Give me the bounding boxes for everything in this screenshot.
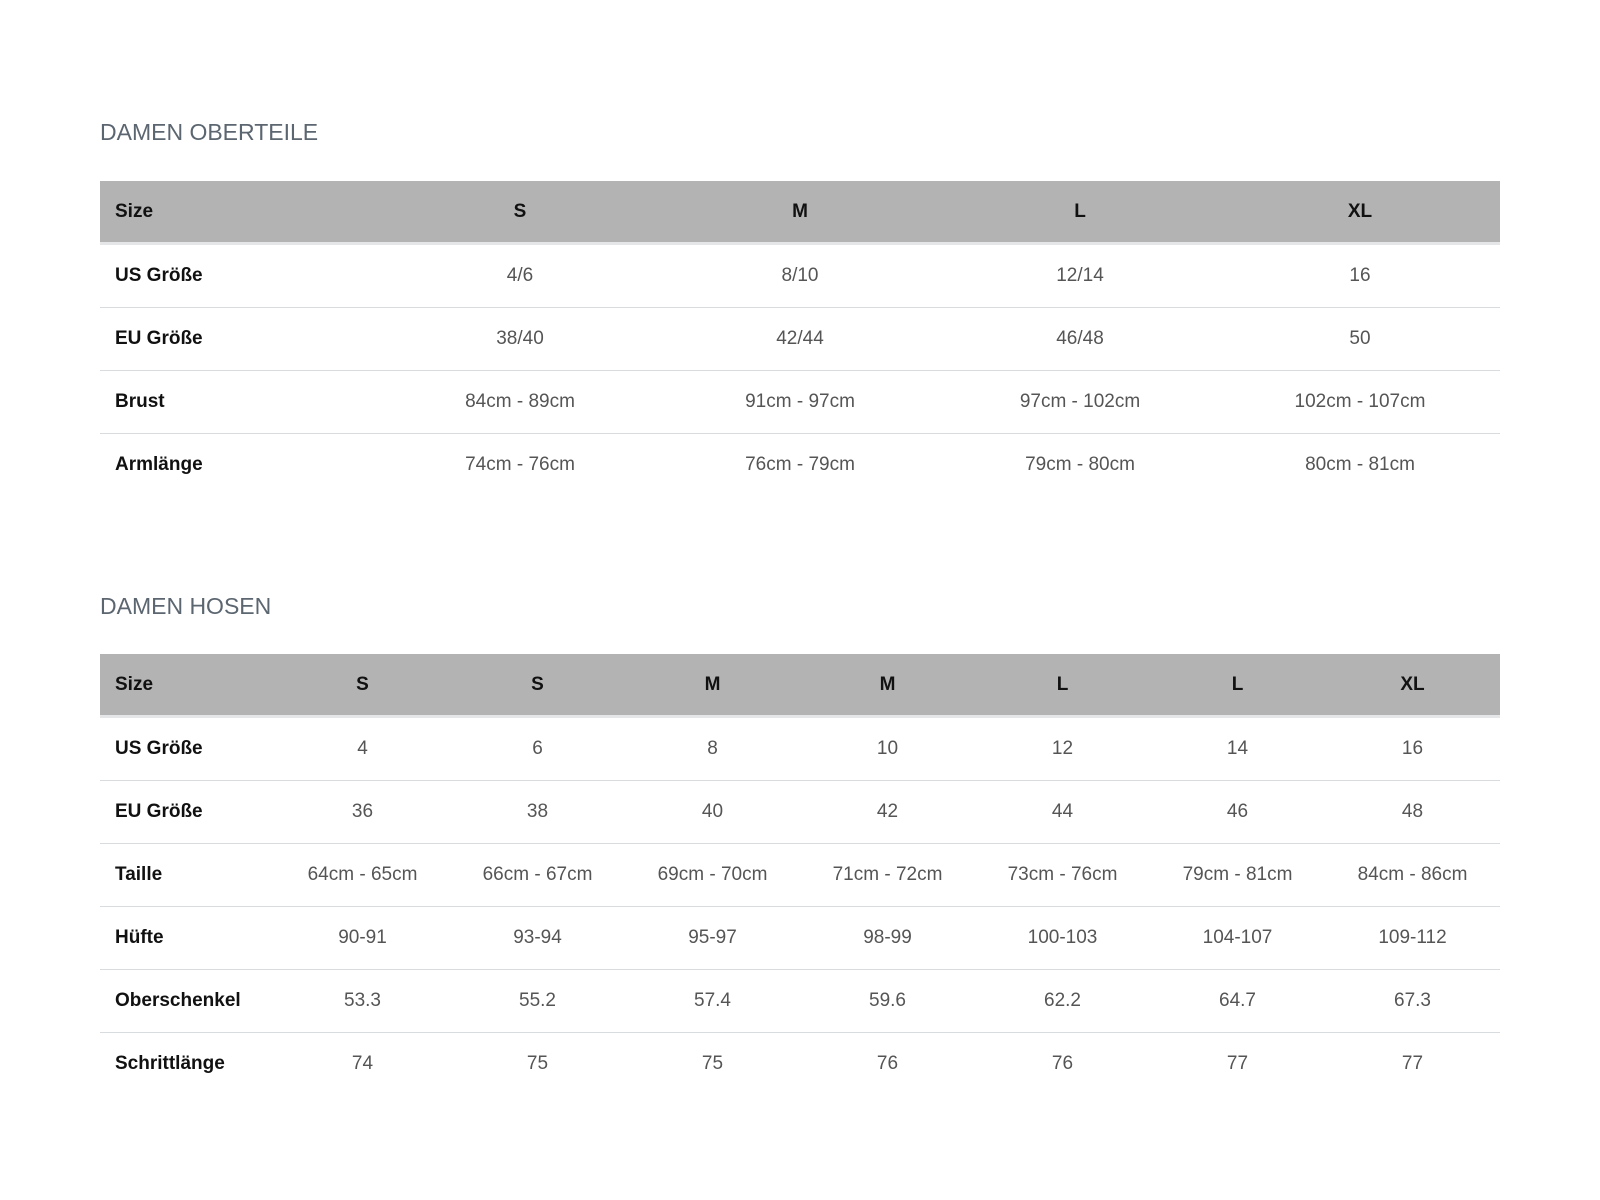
header-size-cell: M (800, 654, 975, 718)
table-row: US Größe 4/6 8/10 12/14 16 (100, 243, 1500, 308)
table-cell: 59.6 (800, 969, 975, 1033)
row-label: Schrittlänge (115, 1053, 225, 1074)
table-row: US Größe 4 6 8 10 12 14 16 (100, 716, 1500, 781)
table-row: EU Größe 38/40 42/44 46/48 50 (100, 307, 1500, 371)
table-cell: 8 (625, 716, 800, 781)
table-cell: 46/48 (940, 307, 1220, 371)
table-cell: 4/6 (380, 243, 660, 308)
table-cell: 12 (975, 716, 1150, 781)
table-row: Brust 84cm - 89cm 91cm - 97cm 97cm - 102cm 1… (100, 370, 1500, 434)
table-cell: 42/44 (660, 307, 940, 371)
table-cell: 104-107 (1150, 906, 1325, 970)
table-cell: 64cm - 65cm (275, 843, 450, 907)
table-cell: 44 (975, 780, 1150, 844)
section-title-pants: DAMEN HOSEN (100, 593, 272, 619)
table-cell: 66cm - 67cm (450, 843, 625, 907)
header-size-cell: S (380, 181, 660, 245)
table-row: Taille 64cm - 65cm 66cm - 67cm 69cm - 70cm 7… (100, 843, 1500, 907)
table-cell: 73cm - 76cm (975, 843, 1150, 907)
table-cell: 74cm - 76cm (465, 454, 575, 475)
table-cell: 71cm - 72cm (800, 843, 975, 907)
table-cell: 50 (1220, 307, 1500, 371)
table-cell: 42 (800, 780, 975, 844)
header-size-cell: M (625, 654, 800, 718)
table-row: Hüfte 90-91 93-94 95-97 98-99 100-103 104-107 1… (100, 906, 1500, 970)
table-cell: 10 (800, 716, 975, 781)
table-cell: 16 (1325, 716, 1500, 781)
table-cell: 77 (1226, 1053, 1249, 1074)
table-cell: 84cm - 86cm (1325, 843, 1500, 907)
table-row: Schrittlänge 74 75 75 76 76 77 77 (100, 1033, 1500, 1096)
row-label: Hüfte (100, 906, 275, 970)
table-cell: 12/14 (940, 243, 1220, 308)
header-size-cell: XL (1325, 654, 1500, 718)
table-cell: 77 (1401, 1053, 1424, 1074)
table-cell: 102cm - 107cm (1220, 370, 1500, 434)
table-cell: 97cm - 102cm (940, 370, 1220, 434)
table-cell: 79cm - 81cm (1150, 843, 1325, 907)
table-cell: 84cm - 89cm (380, 370, 660, 434)
table-cell: 36 (275, 780, 450, 844)
header-size-cell: L (940, 181, 1220, 245)
table-cell: 69cm - 70cm (625, 843, 800, 907)
table-cell: 55.2 (450, 969, 625, 1033)
table-row: Armlänge 74cm - 76cm 76cm - 79cm 79cm - 80c… (100, 434, 1500, 497)
table-cell: 76cm - 79cm (745, 454, 855, 475)
table-cell: 53.3 (275, 969, 450, 1033)
table-cell: 38/40 (380, 307, 660, 371)
table-cell: 90-91 (275, 906, 450, 970)
table-cell: 76 (876, 1053, 899, 1074)
table-row: Oberschenkel 53.3 55.2 57.4 59.6 62.2 64.7 67.3 (100, 969, 1500, 1033)
row-label: EU Größe (100, 780, 275, 844)
table-cell: 93-94 (450, 906, 625, 970)
table-cell: 74 (351, 1053, 374, 1074)
table-cell: 100-103 (975, 906, 1150, 970)
table-cell: 75 (526, 1053, 549, 1074)
table-cell: 76 (1051, 1053, 1074, 1074)
table-cell: 80cm - 81cm (1305, 454, 1415, 475)
table-header-row: Size S S M M L L XL (100, 654, 1500, 718)
size-table-tops: Size S M L XL US Größe 4/6 8/10 12/14 16 EU Größe… (100, 181, 1500, 496)
table-cell: 48 (1325, 780, 1500, 844)
header-size-cell: S (275, 654, 450, 718)
row-label: Brust (100, 370, 380, 434)
table-cell: 79cm - 80cm (1025, 454, 1135, 475)
table-cell: 109-112 (1325, 906, 1500, 970)
table-cell: 38 (450, 780, 625, 844)
row-label: Oberschenkel (100, 969, 275, 1033)
table-cell: 6 (450, 716, 625, 781)
table-row: EU Größe 36 38 40 42 44 46 48 (100, 780, 1500, 844)
header-size-label: Size (100, 181, 380, 245)
table-cell: 8/10 (660, 243, 940, 308)
section-title-tops: DAMEN OBERTEILE (100, 119, 319, 145)
table-cell: 46 (1150, 780, 1325, 844)
table-cell: 57.4 (625, 969, 800, 1033)
header-size-cell: S (450, 654, 625, 718)
row-label: Taille (100, 843, 275, 907)
table-cell: 64.7 (1150, 969, 1325, 1033)
table-cell: 67.3 (1325, 969, 1500, 1033)
table-cell: 40 (625, 780, 800, 844)
table-cell: 98-99 (800, 906, 975, 970)
table-header-row: Size S M L XL (100, 181, 1500, 245)
row-label: US Größe (100, 243, 380, 308)
row-label: Armlänge (115, 454, 203, 475)
table-cell: 14 (1150, 716, 1325, 781)
row-label: US Größe (100, 716, 275, 781)
row-label: EU Größe (100, 307, 380, 371)
table-cell: 16 (1220, 243, 1500, 308)
table-cell: 62.2 (975, 969, 1150, 1033)
header-size-label: Size (100, 654, 275, 718)
table-cell: 95-97 (625, 906, 800, 970)
table-cell: 75 (701, 1053, 724, 1074)
header-size-cell: XL (1220, 181, 1500, 245)
header-size-cell: M (660, 181, 940, 245)
header-size-cell: L (1150, 654, 1325, 718)
header-size-cell: L (975, 654, 1150, 718)
table-cell: 91cm - 97cm (660, 370, 940, 434)
table-cell: 4 (275, 716, 450, 781)
size-table-pants: Size S S M M L L XL US Größe 4 6 8 10 12 14 16 EU Größe… (100, 654, 1500, 1095)
